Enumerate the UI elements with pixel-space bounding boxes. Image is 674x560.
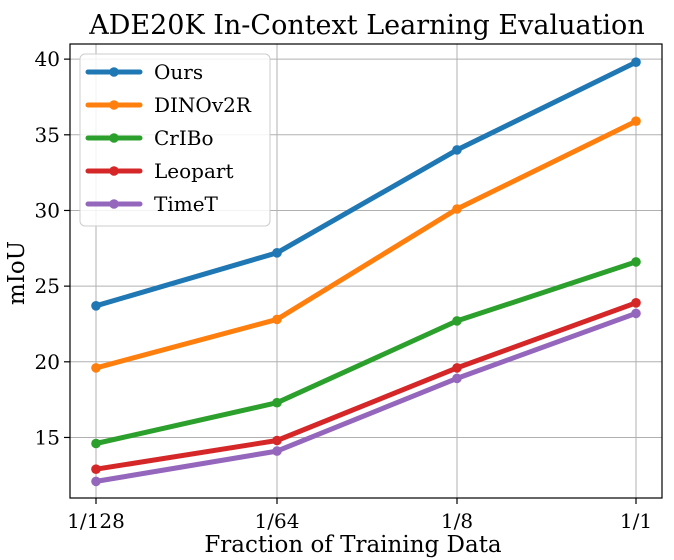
legend-marker [109, 67, 119, 77]
data-point [631, 298, 641, 308]
x-tick-label: 1/64 [255, 509, 300, 533]
chart-title: ADE20K In-Context Learning Evaluation [88, 10, 644, 41]
series-line [93, 59, 639, 309]
legend-item: TimeT [85, 192, 219, 216]
legend-item: DINOv2R [85, 93, 252, 117]
legend-item: Leopart [85, 159, 233, 183]
x-tick-label: 1/1 [620, 509, 652, 533]
series-line [93, 118, 639, 371]
legend-marker [109, 100, 119, 110]
x-axis-ticks: 1/128 1/64 1/8 1/1 [67, 498, 652, 533]
data-point [272, 435, 282, 446]
y-tick-label: 25 [35, 274, 60, 298]
legend-item: CrIBo [85, 126, 214, 150]
legend-item: Ours [85, 60, 203, 84]
y-tick-label: 35 [35, 123, 60, 147]
series-cribo [91, 257, 641, 449]
legend-marker [109, 199, 119, 209]
data-point [631, 308, 641, 319]
x-tick-label: 1/128 [67, 509, 125, 533]
legend-label: Ours [154, 60, 203, 84]
legend-label: DINOv2R [154, 93, 252, 117]
data-point [631, 57, 641, 67]
y-tick-label: 20 [35, 350, 60, 374]
data-point [452, 145, 462, 155]
series-lines [91, 57, 641, 487]
series-dinov2r [91, 116, 641, 373]
y-axis-label: mIoU [4, 241, 30, 305]
plot-frame [69, 43, 663, 499]
data-point [452, 363, 462, 373]
data-point [91, 476, 101, 487]
legend-marker [109, 133, 119, 143]
series-timet [91, 308, 641, 487]
data-point [272, 397, 282, 408]
series-line [93, 300, 639, 472]
y-axis-ticks: 15 20 25 30 35 40 [35, 47, 70, 449]
series-line [93, 310, 639, 484]
legend-marker [109, 166, 119, 176]
data-point [91, 301, 101, 311]
series-line [93, 259, 639, 446]
x-axis-label: Fraction of Training Data [204, 532, 502, 558]
data-point [452, 316, 462, 326]
legend-label: TimeT [154, 192, 219, 216]
data-point [272, 314, 282, 325]
legend-label: Leopart [154, 159, 233, 183]
data-point [452, 204, 462, 214]
data-point [91, 438, 101, 449]
x-tick-label: 1/8 [441, 509, 473, 533]
data-point [272, 248, 282, 258]
legend: Ours DINOv2R CrIBo Leopart TimeT [79, 53, 271, 227]
y-tick-label: 15 [35, 425, 60, 449]
data-point [631, 116, 641, 126]
legend-box [79, 53, 271, 227]
series-leopart [91, 298, 641, 475]
data-point [631, 257, 641, 267]
data-point [91, 363, 101, 373]
legend-label: CrIBo [154, 126, 214, 150]
y-tick-label: 30 [35, 198, 60, 222]
data-point [91, 464, 101, 475]
y-tick-label: 40 [35, 47, 60, 71]
data-point [272, 446, 282, 456]
data-point [452, 373, 462, 384]
series-ours [91, 57, 641, 311]
